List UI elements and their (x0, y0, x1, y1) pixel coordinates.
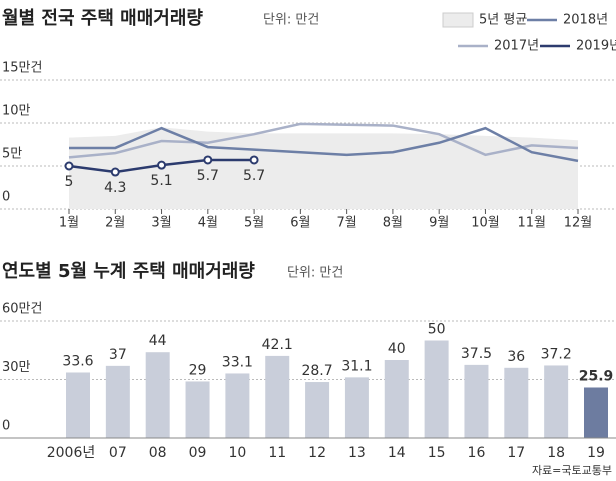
legend-label: 5년 평균 (479, 13, 527, 28)
x-tick-label: 8월 (383, 216, 403, 231)
chart-title: 월별 전국 주택 매매거래량 (2, 8, 203, 29)
x-tick-label: 13 (348, 445, 366, 461)
value-label: 4.3 (104, 180, 126, 196)
x-tick-label: 9월 (429, 216, 449, 231)
value-label: 42.1 (262, 337, 293, 353)
x-tick-label: 11 (268, 445, 286, 461)
y-tick-label: 30만 (2, 360, 31, 375)
value-label: 33.1 (222, 354, 253, 370)
legend-label: 2018년 (563, 13, 608, 28)
legend-swatch (442, 12, 474, 28)
value-label: 37.2 (541, 346, 572, 362)
point (203, 155, 213, 165)
x-tick-label: 1월 (59, 216, 79, 231)
x-tick-label: 16 (468, 445, 486, 461)
point (249, 155, 259, 165)
value-label: 25.9 (579, 368, 614, 384)
x-tick-label: 08 (149, 445, 167, 461)
legend-label: 2017년 (494, 39, 539, 54)
x-tick-label: 11월 (517, 216, 546, 231)
value-label: 37 (109, 347, 127, 363)
value-label: 5.7 (197, 168, 219, 184)
value-label: 40 (388, 341, 406, 357)
bar (504, 367, 529, 438)
x-tick-label: 7월 (337, 216, 357, 231)
value-label: 28.7 (301, 363, 332, 379)
bar (584, 387, 608, 438)
x-tick-label: 10월 (471, 216, 500, 231)
bar (464, 364, 489, 438)
legend-label: 2019년 (576, 39, 616, 54)
x-tick-label: 3월 (151, 216, 171, 231)
value-label: 50 (428, 322, 446, 338)
bar (185, 381, 210, 438)
y-tick-label: 60만건 (2, 302, 42, 317)
bar (145, 352, 170, 438)
chart-title: 연도별 5월 누계 주택 매매거래량 (2, 261, 255, 282)
value-label: 5 (65, 174, 74, 190)
x-tick-label: 12월 (564, 216, 593, 231)
bar (344, 377, 369, 438)
x-tick-label: 4월 (198, 216, 218, 231)
x-tick-label: 10 (228, 445, 246, 461)
source: 자료=국토교통부 (532, 464, 612, 477)
bar (305, 382, 330, 438)
value-label: 33.6 (62, 353, 93, 369)
x-tick-label: 6월 (290, 216, 310, 231)
x-tick-label: 17 (507, 445, 525, 461)
x-tick-label: 09 (189, 445, 207, 461)
x-tick-label: 07 (109, 445, 127, 461)
value-label: 5.1 (150, 173, 172, 189)
x-tick-label: 15 (428, 445, 446, 461)
value-label: 5.7 (243, 168, 265, 184)
x-tick-label: 14 (388, 445, 406, 461)
value-label: 37.5 (461, 346, 492, 362)
point (157, 160, 167, 170)
bar (105, 365, 130, 438)
bar (225, 373, 250, 438)
value-label: 31.1 (341, 358, 372, 374)
unit-label: 단위: 만건 (287, 266, 343, 281)
value-label: 36 (507, 349, 525, 365)
area (69, 127, 578, 209)
bar (384, 360, 409, 438)
x-tick-label: 2월 (105, 216, 125, 231)
x-tick-label: 5월 (244, 216, 264, 231)
y-tick-label: 5만 (2, 147, 22, 162)
line (68, 122, 579, 159)
x-tick-label: 18 (547, 445, 565, 461)
x-tick-label: 19 (587, 445, 605, 461)
bar (544, 365, 569, 438)
y-tick-label: 10만 (2, 104, 31, 119)
y-tick-label: 0 (2, 190, 10, 205)
bar (66, 372, 90, 438)
y-tick-label: 15만건 (2, 61, 42, 76)
line (69, 126, 579, 163)
point (64, 161, 74, 171)
x-tick-label: 2006년 (47, 445, 96, 461)
unit-label: 단위: 만건 (263, 13, 319, 28)
point (110, 167, 120, 177)
value-label: 29 (189, 362, 207, 378)
y-tick-label: 0 (2, 419, 10, 434)
bar (265, 355, 290, 438)
x-tick-label: 12 (308, 445, 326, 461)
value-label: 44 (149, 333, 167, 349)
bar (424, 340, 449, 438)
